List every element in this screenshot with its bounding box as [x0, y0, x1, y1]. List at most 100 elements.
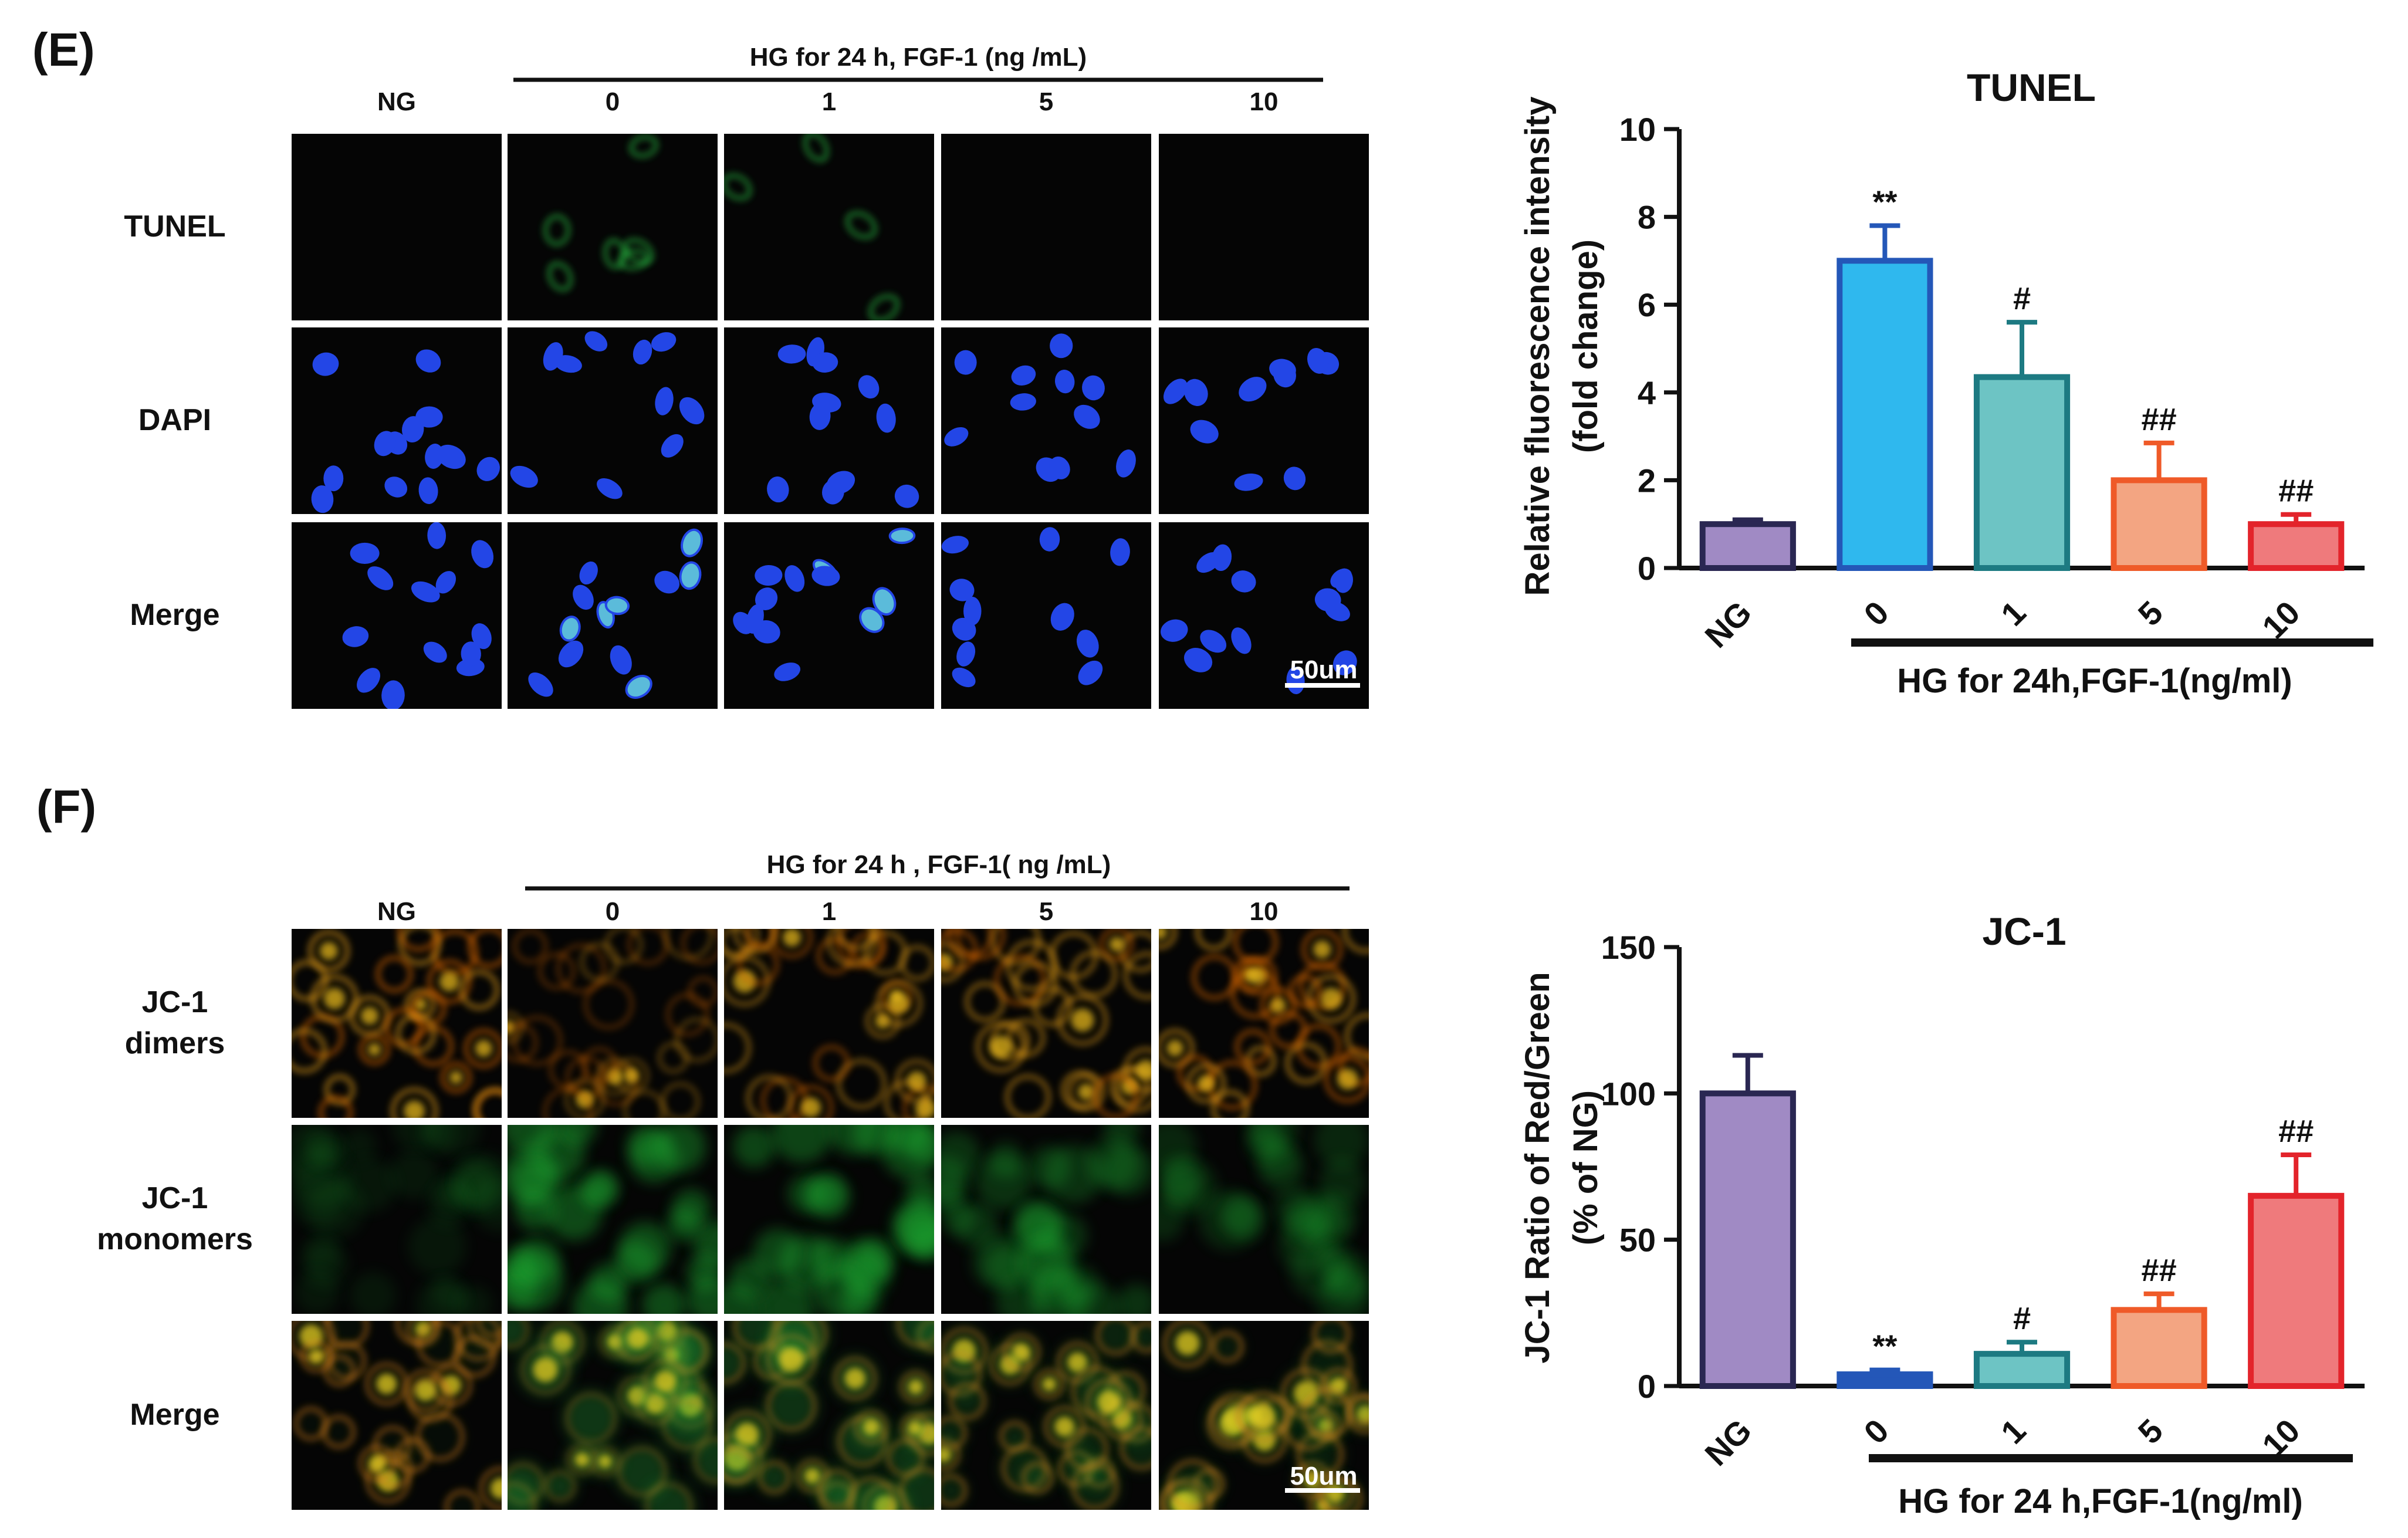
nucleus — [784, 565, 805, 592]
mitochondria-dimer — [427, 959, 472, 1004]
nucleus — [1234, 473, 1263, 491]
mitochondria-dimer — [724, 1022, 751, 1073]
panel-e-row-labels: TUNEL DAPI Merge — [124, 209, 225, 632]
monomer-glow — [808, 1174, 845, 1212]
mitochondria-dimer — [789, 1085, 834, 1118]
mitochondria-dimer — [459, 970, 499, 1010]
mitochondria-dimer — [583, 979, 634, 1030]
micrograph-cell — [941, 134, 1151, 320]
mitochondria-dimer — [836, 929, 886, 968]
nucleus — [584, 331, 608, 351]
merge-orange — [1085, 1378, 1132, 1425]
nucleus — [812, 352, 838, 373]
bar — [2111, 477, 2207, 572]
bar — [1699, 521, 1796, 572]
merge-green — [1299, 1385, 1355, 1441]
mitochondria-dimer — [432, 929, 478, 976]
merge-orange — [454, 1336, 495, 1377]
micrograph-cell — [724, 134, 934, 320]
mitochondria-dimer — [1298, 962, 1345, 1009]
merge-yellow — [627, 1327, 649, 1350]
y-tick-label: 6 — [1638, 286, 1656, 323]
nucleus — [941, 536, 969, 554]
mitochondria-dimer — [556, 943, 606, 993]
micrograph-cell — [508, 522, 718, 709]
mitochondria-dimer — [1070, 951, 1117, 998]
row-label: JC-1 — [142, 1181, 208, 1215]
merge-green — [1311, 1321, 1352, 1355]
merge-yellow — [844, 1367, 866, 1390]
bar — [1973, 1351, 2071, 1390]
panel-e: (E) HG for 24 h, FGF-1 (ng /mL) NG 0 1 5 10 … — [32, 23, 1369, 709]
merged-positive-nucleus — [682, 530, 701, 555]
mitochondria-dimer — [836, 1059, 887, 1109]
panel-e-header: HG for 24 h, FGF-1 (ng /mL) — [750, 43, 1087, 72]
nucleus — [755, 565, 783, 586]
mitochondria-dimer — [508, 1023, 538, 1063]
nucleus — [411, 581, 440, 603]
mitochondria-dimer — [580, 942, 620, 982]
merge-orange — [617, 1447, 667, 1496]
column-label: 1 — [822, 897, 836, 926]
panel-e-micrographs — [292, 134, 1369, 709]
merge-orange — [616, 1321, 660, 1360]
nucleus — [1332, 650, 1357, 675]
bar — [2248, 1192, 2345, 1390]
monomer-glow — [827, 1125, 881, 1155]
nucleus — [654, 570, 680, 594]
nucleus — [510, 465, 538, 488]
y-tick-label: 150 — [1601, 929, 1656, 966]
mitochondria-dimer — [1120, 931, 1151, 972]
micrograph-cell — [724, 1321, 934, 1510]
merge-yellow — [368, 1454, 387, 1473]
merge-yellow — [1041, 1377, 1057, 1392]
mitochondria-dimer — [895, 1059, 934, 1103]
micrograph-background — [724, 134, 934, 320]
mitochondria-dimer — [1159, 1029, 1195, 1067]
y-tick-label: 8 — [1638, 199, 1656, 236]
bright-spot — [403, 1100, 425, 1118]
bright-spot — [1166, 1039, 1184, 1057]
monomer-glow — [424, 1125, 481, 1155]
nucleus — [423, 641, 447, 663]
tunel-positive-nucleus — [803, 134, 828, 162]
x-tick-label: NG — [1697, 1412, 1758, 1473]
bright-spot — [1337, 1068, 1358, 1090]
micrograph-cell — [1159, 1321, 1369, 1510]
nucleus — [1074, 404, 1100, 429]
nucleus — [381, 680, 405, 709]
nucleus — [755, 587, 778, 610]
y-axis-label: Relative fluorescence intensity — [1518, 97, 1557, 596]
micrograph-cell — [724, 929, 934, 1118]
monomer-glow — [292, 1147, 351, 1207]
merge-green — [1210, 1330, 1244, 1364]
micrograph-cell — [292, 1321, 502, 1510]
merge-orange — [300, 1340, 333, 1373]
nucleus — [543, 342, 563, 371]
nucleus — [1050, 603, 1074, 631]
mitochondria-dimer — [1123, 1047, 1151, 1093]
bar — [1699, 1090, 1796, 1390]
nucleus — [1231, 627, 1252, 654]
nucleus — [374, 431, 396, 457]
bright-spot — [414, 998, 427, 1011]
merge-orange — [520, 1345, 570, 1395]
bar — [2111, 1307, 2207, 1390]
nucleus — [1050, 333, 1073, 359]
mitochondria-dimer — [746, 1075, 793, 1118]
x-tick-label: 1 — [1994, 594, 2033, 633]
nucleus — [415, 406, 443, 428]
mitochondria-dimer — [1270, 1011, 1307, 1049]
panel-f-micrographs — [292, 929, 1369, 1510]
merge-yellow — [908, 1421, 922, 1436]
bright-spot — [907, 1071, 927, 1091]
bright-spot — [606, 1068, 623, 1086]
merge-green — [998, 1420, 1031, 1453]
bright-spot — [1270, 998, 1287, 1014]
micrograph-cell — [1159, 134, 1369, 320]
monomer-glow — [1274, 1186, 1314, 1227]
merge-orange — [294, 1407, 328, 1441]
monomer-glow — [1162, 1170, 1200, 1209]
x-tick-label: 0 — [1856, 1412, 1896, 1451]
nucleus — [573, 584, 594, 610]
